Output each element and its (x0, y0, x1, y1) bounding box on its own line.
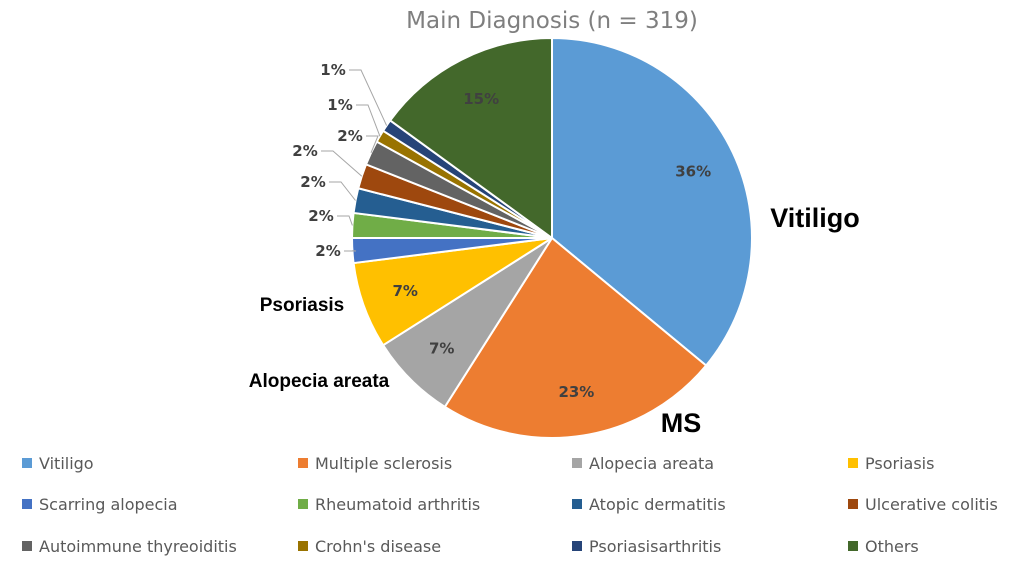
leader-line-ulcerative-colitis (321, 150, 363, 177)
pct-label-atopic-dermatitis: 2% (300, 173, 325, 191)
pie-slices (351, 37, 753, 439)
legend-item-vitiligo: Vitiligo (22, 454, 94, 473)
callout-psoriasis: Psoriasis (260, 295, 345, 316)
legend-item-psoriasisarthritis: Psoriasisarthritis (572, 537, 721, 556)
pct-label-crohn-s-disease: 1% (327, 96, 352, 114)
chart-title: Main Diagnosis (n = 319) (406, 8, 698, 34)
legend-swatch-alopecia-areata (572, 458, 582, 468)
legend-item-psoriasis: Psoriasis (848, 454, 934, 473)
leader-line-crohn-s-disease (356, 104, 381, 137)
percent-labels: 36% 23% 7% 7% 2% 2% 2% 2% 2% 1% 1% 15% (292, 61, 711, 401)
pct-label-vitiligo: 36% (675, 163, 711, 181)
legend-item-alopecia-areata: Alopecia areata (572, 454, 714, 473)
legend-swatch-autoimmune-thyreoiditis (22, 541, 32, 551)
legend-label-others: Others (865, 537, 919, 556)
legend-label-crohn-s-disease: Crohn's disease (315, 537, 441, 556)
legend-label-ulcerative-colitis: Ulcerative colitis (865, 495, 998, 514)
legend-label-rheumatoid-arthritis: Rheumatoid arthritis (315, 495, 480, 514)
legend-item-multiple-sclerosis: Multiple sclerosis (298, 454, 452, 473)
legend-swatch-ulcerative-colitis (848, 499, 858, 509)
legend-label-alopecia-areata: Alopecia areata (589, 454, 714, 473)
legend-swatch-multiple-sclerosis (298, 458, 308, 468)
legend-swatch-psoriasis (848, 458, 858, 468)
legend-label-psoriasisarthritis: Psoriasisarthritis (589, 537, 721, 556)
pct-label-multiple-sclerosis: 23% (558, 383, 594, 401)
legend-swatch-psoriasisarthritis (572, 541, 582, 551)
legend-label-atopic-dermatitis: Atopic dermatitis (589, 495, 726, 514)
legend-item-ulcerative-colitis: Ulcerative colitis (848, 495, 998, 514)
pct-label-autoimmune-thyreoiditis: 2% (337, 127, 362, 145)
slice-vitiligo (551, 37, 753, 367)
legend-swatch-atopic-dermatitis (572, 499, 582, 509)
legend-label-vitiligo: Vitiligo (39, 454, 94, 473)
legend-item-autoimmune-thyreoiditis: Autoimmune thyreoiditis (22, 537, 237, 556)
legend-label-psoriasis: Psoriasis (865, 454, 934, 473)
legend-item-rheumatoid-arthritis: Rheumatoid arthritis (298, 495, 480, 514)
pct-label-psoriasisarthritis: 1% (320, 61, 345, 79)
leader-lines (321, 69, 388, 252)
legend-label-scarring-alopecia: Scarring alopecia (39, 495, 178, 514)
callout-vitiligo: Vitiligo (770, 203, 860, 233)
pct-label-alopecia-areata: 7% (429, 339, 454, 357)
pct-label-others: 15% (463, 90, 499, 108)
leader-line-autoimmune-thyreoiditis (366, 135, 379, 153)
pct-label-rheumatoid-arthritis: 2% (308, 207, 333, 225)
legend-label-autoimmune-thyreoiditis: Autoimmune thyreoiditis (39, 537, 237, 556)
pct-label-scarring-alopecia: 2% (315, 242, 340, 260)
legend-swatch-others (848, 541, 858, 551)
legend-item-atopic-dermatitis: Atopic dermatitis (572, 495, 726, 514)
legend: Vitiligo Multiple sclerosis Alopecia areat… (22, 454, 998, 556)
leader-line-rheumatoid-arthritis (337, 215, 353, 226)
leader-line-psoriasisarthritis (349, 69, 388, 126)
legend-swatch-vitiligo (22, 458, 32, 468)
pct-label-ulcerative-colitis: 2% (292, 142, 317, 160)
slice-multiple-sclerosis (443, 237, 708, 439)
legend-item-others: Others (848, 537, 919, 556)
callout-labels: Vitiligo MS Alopecia areata Psoriasis (249, 203, 860, 438)
callout-ms: MS (661, 408, 702, 438)
slice-others (389, 37, 553, 239)
legend-swatch-crohn-s-disease (298, 541, 308, 551)
legend-swatch-rheumatoid-arthritis (298, 499, 308, 509)
pct-label-psoriasis: 7% (392, 282, 417, 300)
callout-alopecia-areata: Alopecia areata (249, 371, 390, 392)
leader-line-atopic-dermatitis (329, 181, 356, 201)
legend-item-crohn-s-disease: Crohn's disease (298, 537, 441, 556)
legend-item-scarring-alopecia: Scarring alopecia (22, 495, 178, 514)
legend-label-multiple-sclerosis: Multiple sclerosis (315, 454, 452, 473)
legend-swatch-scarring-alopecia (22, 499, 32, 509)
